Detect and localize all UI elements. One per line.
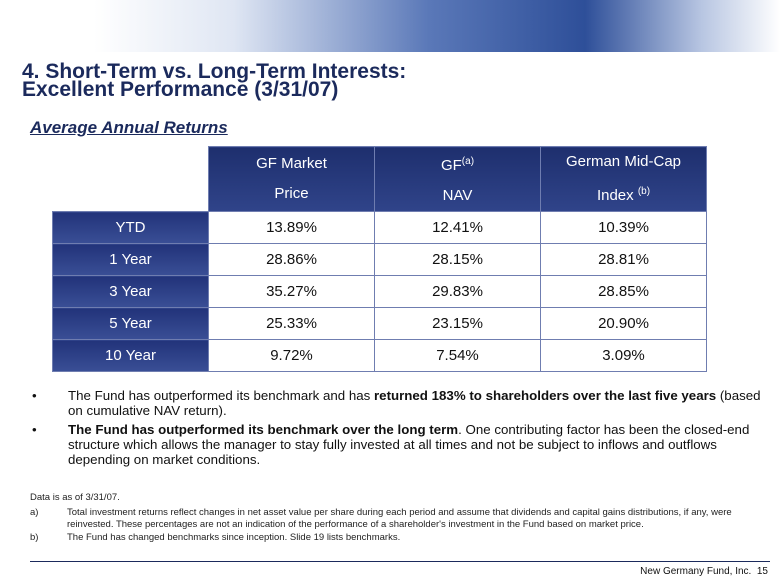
footnote-ref: (b) <box>637 186 651 197</box>
cell: 20.90% <box>540 307 707 340</box>
footnote-text: Total investment returns reflect changes… <box>67 506 732 531</box>
cell: 13.89% <box>208 211 375 244</box>
cell: 28.86% <box>208 243 375 276</box>
cell: 23.15% <box>374 307 541 340</box>
bullet: The Fund has outperformed its benchmark … <box>30 388 765 418</box>
bullet-list: The Fund has outperformed its benchmark … <box>30 388 765 471</box>
bullet-text: The Fund has outperformed its benchmark … <box>68 422 459 437</box>
cell: 35.27% <box>208 275 375 308</box>
footnote-ref: (a) <box>461 156 475 167</box>
title-line: 4. Short-Term vs. Long-Term Interests: <box>22 60 407 83</box>
cell: 3.09% <box>540 339 707 372</box>
cell: 29.83% <box>374 275 541 308</box>
company: New Germany Fund, Inc. <box>640 566 752 577</box>
footnote: a) Total investment returns reflect chang… <box>30 507 760 532</box>
header-text: German Mid-Cap <box>565 153 682 170</box>
row-label: YTD <box>52 211 209 244</box>
banner <box>0 0 780 52</box>
cell: 7.54% <box>374 339 541 372</box>
header-text: GF <box>440 157 462 174</box>
header-text: Price <box>274 185 309 202</box>
footer-rule <box>30 561 770 562</box>
row-label: 1 Year <box>52 243 209 276</box>
table-row: 3 Year 35.27% 29.83% 28.85% <box>52 275 707 308</box>
row-label: 3 Year <box>52 275 209 308</box>
table-row: 10 Year 9.72% 7.54% 3.09% <box>52 339 707 372</box>
column-header: GF(a) NAV <box>374 146 541 212</box>
cell: 9.72% <box>208 339 375 372</box>
data-note: Data is as of 3/31/07. <box>30 492 120 503</box>
footnote-marker: a) <box>30 506 39 518</box>
bullet-text: (based on cumulative NAV return). <box>68 388 761 418</box>
footnote-marker: b) <box>30 531 39 543</box>
cell: 28.81% <box>540 243 707 276</box>
cell: 10.39% <box>540 211 707 244</box>
header-text: Index <box>596 187 634 204</box>
row-label: 5 Year <box>52 307 209 340</box>
bullet-text: The Fund has outperformed its benchmark … <box>68 388 374 403</box>
footnote: b) The Fund has changed benchmarks since … <box>30 532 760 545</box>
bullet-text: returned 183% to shareholders over the l… <box>374 388 717 403</box>
table-row: 5 Year 25.33% 23.15% 20.90% <box>52 307 707 340</box>
footer: New Germany Fund, Inc. 15 <box>640 566 768 577</box>
table-row: YTD 13.89% 12.41% 10.39% <box>52 211 707 244</box>
cell: 12.41% <box>374 211 541 244</box>
column-header: GF Market Price <box>208 146 375 212</box>
footnote-text: The Fund has changed benchmarks since in… <box>67 531 401 543</box>
cell: 25.33% <box>208 307 375 340</box>
subtitle: Average Annual Returns <box>30 118 228 137</box>
footnotes: Data is as of 3/31/07. a) Total investmen… <box>30 492 760 544</box>
title-line: Excellent Performance (3/31/07) <box>22 78 339 101</box>
bullet: The Fund has outperformed its benchmark … <box>30 422 765 467</box>
header-text: GF Market <box>256 155 327 172</box>
page-number: 15 <box>756 566 768 577</box>
table-row: 1 Year 28.86% 28.15% 28.81% <box>52 243 707 276</box>
cell: 28.15% <box>374 243 541 276</box>
row-label: 10 Year <box>52 339 209 372</box>
column-header: German Mid-Cap Index (b) <box>540 146 707 212</box>
header-row: GF Market Price GF(a) NAV German Mid-Cap In… <box>52 146 707 212</box>
cell: 28.85% <box>540 275 707 308</box>
header-text: NAV <box>442 187 473 204</box>
bullet-text: . One contributing factor has been the c… <box>68 422 750 467</box>
blank-cell <box>52 146 209 212</box>
returns-table: GF Market Price GF(a) NAV German Mid-Cap In… <box>52 146 707 372</box>
